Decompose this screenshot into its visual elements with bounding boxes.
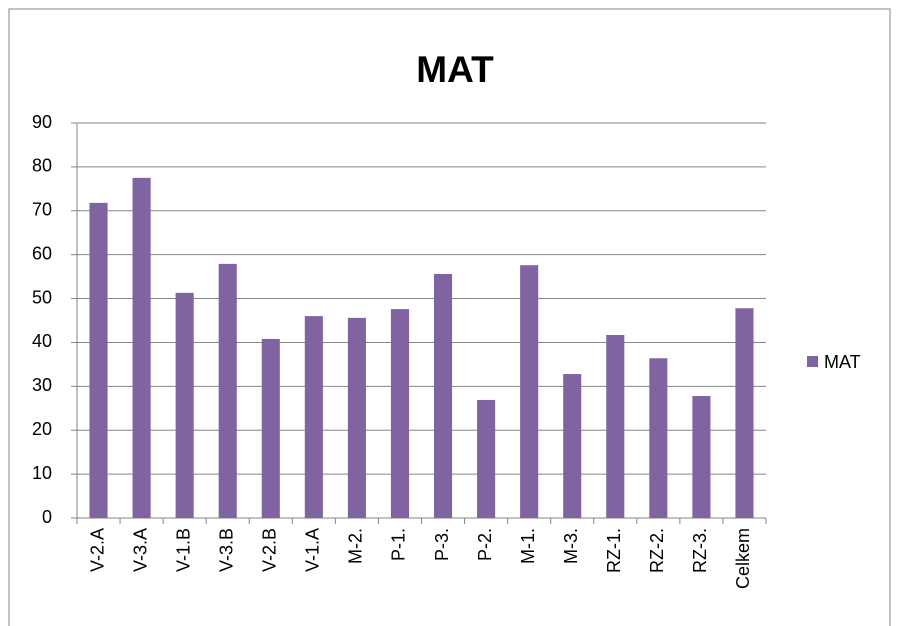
y-tick-label: 50 [32, 287, 52, 307]
y-tick-label: 90 [32, 112, 52, 132]
bar [606, 334, 625, 518]
y-tick-label: 40 [32, 331, 52, 351]
y-tick-label: 30 [32, 375, 52, 395]
bar [347, 317, 366, 518]
bar [649, 358, 668, 518]
x-tick-label: V-2.B [260, 528, 280, 572]
chart-border [8, 8, 891, 626]
bar [735, 308, 754, 518]
x-tick-label: P-1. [389, 528, 409, 561]
bar [89, 202, 108, 518]
x-tick-label: RZ-2. [647, 528, 667, 573]
bar [304, 316, 323, 518]
x-tick-label: P-3. [432, 528, 452, 561]
legend-swatch [807, 356, 818, 367]
x-tick-label: P-2. [475, 528, 495, 561]
x-tick-label: M-1. [518, 528, 538, 564]
bar [433, 273, 453, 518]
x-tick-label: V-3.A [130, 528, 150, 572]
bar [175, 292, 194, 518]
bar [132, 177, 151, 518]
y-tick-label: 10 [32, 463, 52, 483]
y-tick-label: 60 [32, 243, 52, 263]
x-tick-label: Celkem [733, 528, 753, 589]
bar [218, 263, 237, 518]
x-tick-label: RZ-3. [690, 528, 710, 573]
bar [261, 338, 280, 518]
legend-label: MAT [824, 352, 861, 372]
x-tick-label: V-1.B [173, 528, 193, 572]
bar [390, 309, 410, 518]
y-tick-label: 20 [32, 419, 52, 439]
x-tick-label: V-3.B [216, 528, 236, 572]
chart-title: MAT [416, 49, 494, 90]
y-tick-label: 70 [32, 200, 52, 220]
bar [477, 399, 496, 518]
y-tick-label: 0 [42, 507, 52, 527]
x-tick-label: RZ-1. [604, 528, 624, 573]
x-tick-label: V-2.A [87, 528, 107, 572]
y-tick-label: 80 [32, 156, 52, 176]
bar [692, 395, 711, 518]
bar [563, 374, 582, 518]
bar [520, 265, 539, 518]
x-tick-label: V-1.A [303, 528, 323, 572]
x-tick-label: M-2. [346, 528, 366, 564]
x-tick-label: M-3. [561, 528, 581, 564]
